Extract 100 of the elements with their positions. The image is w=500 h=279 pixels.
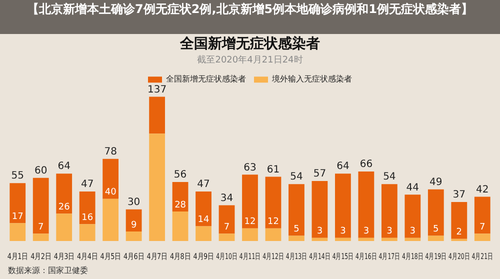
bar — [32, 178, 49, 234]
total-label: 34 — [220, 192, 234, 204]
total-label: 54 — [290, 172, 303, 183]
bar — [381, 184, 398, 238]
x-tick-label: 4月16日 — [356, 252, 377, 262]
data-label: 40 — [104, 188, 117, 198]
bar — [79, 192, 96, 224]
x-tick-label: 4月10日 — [216, 252, 238, 262]
total-label: 56 — [174, 170, 187, 181]
x-tick-label: 4月21日 — [472, 252, 494, 262]
total-label: 78 — [104, 146, 117, 158]
data-label: 7 — [38, 222, 44, 232]
data-label: 3 — [316, 226, 323, 237]
x-tick-label: 4月11日 — [239, 252, 261, 262]
total-label: 37 — [452, 190, 466, 201]
bar — [404, 194, 421, 238]
text: 【北京新增本土确诊7例无症状2例,北京新增5例本地确诊病例和1例无症状感染者】 — [0, 0, 500, 34]
bar — [265, 176, 282, 228]
bar — [242, 228, 258, 241]
x-tick-label: 4月3日 — [54, 251, 74, 262]
x-tick-label: 4月12日 — [262, 252, 284, 262]
x-tick-label: 4月9日 — [193, 251, 214, 262]
bar — [149, 134, 165, 241]
bar — [312, 180, 328, 238]
x-tick-label: 4月15日 — [332, 252, 354, 262]
total-label: 60 — [34, 165, 48, 176]
bar — [149, 96, 165, 134]
bar — [428, 189, 444, 236]
data-label: 12 — [244, 217, 256, 228]
bar — [102, 158, 119, 199]
total-label: 42 — [476, 184, 489, 196]
chart-subtitle: 截至2020年4月21日24时 — [197, 54, 303, 66]
bar — [242, 174, 258, 228]
x-tick-label: 4月17日 — [378, 252, 400, 262]
x-tick-label: 4月8日 — [170, 251, 191, 262]
data-label: 3 — [386, 226, 392, 237]
x-tick-label: 4月13日 — [286, 252, 308, 262]
total-label: 44 — [406, 182, 420, 194]
bar — [288, 184, 304, 236]
bar — [196, 192, 212, 226]
bar — [404, 238, 421, 241]
x-tick-label: 4月1日 — [7, 251, 28, 262]
total-label: 63 — [244, 162, 256, 174]
bar — [56, 214, 72, 241]
total-label: 30 — [127, 197, 140, 208]
total-label: 137 — [148, 84, 167, 96]
total-label: 47 — [80, 179, 94, 190]
bar — [474, 196, 490, 234]
bar — [10, 183, 26, 224]
bar — [79, 224, 96, 241]
total-label: 49 — [430, 177, 442, 188]
bar — [428, 236, 444, 241]
data-label: 17 — [12, 212, 24, 222]
data-label: 12 — [268, 217, 279, 228]
total-label: 54 — [383, 172, 396, 183]
data-label: 7 — [480, 222, 486, 232]
bar — [451, 202, 468, 239]
bar — [335, 238, 351, 241]
source-note: 数据来源：国家卫健委 — [8, 266, 88, 276]
x-tick-label: 4月18日 — [402, 252, 424, 262]
x-tick-label: 4月20日 — [448, 252, 470, 262]
bar — [126, 209, 142, 232]
data-label: 5 — [433, 224, 439, 235]
bar — [10, 223, 26, 241]
x-tick-label: 4月5日 — [100, 251, 121, 262]
data-label: 26 — [58, 202, 70, 212]
bar — [218, 234, 235, 241]
data-label: 16 — [82, 213, 94, 223]
total-label: 55 — [11, 170, 24, 182]
data-label: 2 — [456, 228, 462, 238]
x-tick-label: 4月14日 — [309, 252, 330, 262]
data-label: 7 — [224, 222, 230, 232]
x-tick-label: 4月2日 — [30, 251, 52, 262]
data-label: 5 — [294, 224, 300, 235]
total-label: 66 — [360, 159, 373, 170]
data-label: 9 — [130, 220, 137, 230]
bar — [381, 238, 398, 241]
bar — [218, 205, 235, 234]
bar — [32, 234, 49, 241]
bar — [474, 234, 490, 241]
x-tick-label: 4月6日 — [124, 251, 144, 262]
data-label: 3 — [340, 226, 346, 237]
x-tick-label: 4月7日 — [146, 251, 168, 262]
bar — [288, 236, 304, 241]
bar — [56, 174, 72, 214]
legend-label: 境外输入无症状感染者 — [271, 74, 352, 84]
bar — [265, 228, 282, 241]
legend-label: 全国新增无症状感染者 — [166, 74, 246, 84]
bar — [172, 212, 188, 241]
data-label: 3 — [410, 226, 416, 237]
x-tick-label: 4月19日 — [425, 252, 447, 262]
total-label: 57 — [313, 168, 326, 180]
total-label: 61 — [266, 164, 280, 176]
bar — [102, 198, 119, 241]
total-label: 64 — [336, 161, 350, 172]
bar — [196, 226, 212, 241]
x-tick-label: 4月4日 — [77, 251, 98, 262]
data-label: 28 — [174, 200, 186, 210]
data-label: 14 — [198, 215, 210, 226]
bar — [358, 172, 374, 238]
